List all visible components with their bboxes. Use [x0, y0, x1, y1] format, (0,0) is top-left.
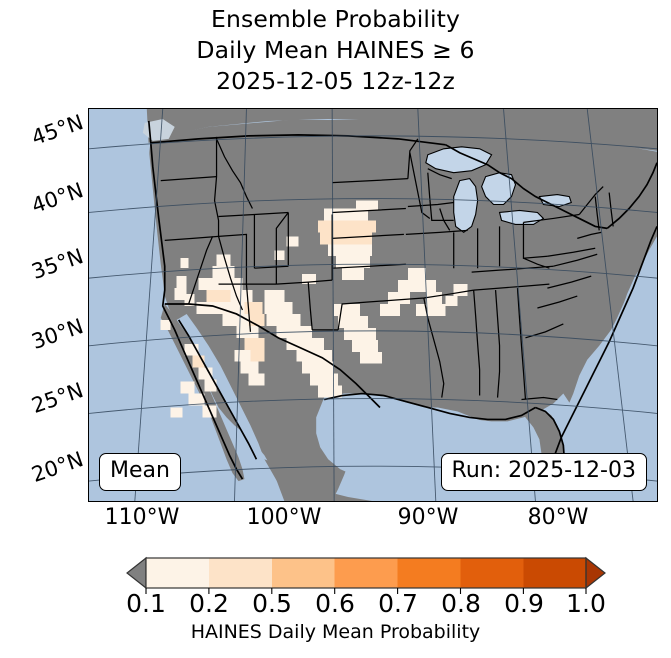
x-tick-label-110w: 110°W: [104, 505, 180, 530]
state-borders: [160, 136, 614, 401]
map-graphics: [89, 109, 657, 501]
colorbar-tick-0: 0.1: [126, 589, 166, 618]
x-tick-label-80w: 80°W: [527, 505, 589, 530]
map-panel[interactable]: Mean Run: 2025-12-03: [88, 108, 658, 502]
title-line-2: Daily Mean HAINES ≥ 6: [196, 36, 475, 64]
figure-title: Ensemble Probability Daily Mean HAINES ≥…: [0, 4, 671, 97]
colorbar-tick-4: 0.7: [378, 589, 418, 618]
x-tick-label-90w: 90°W: [397, 505, 459, 530]
colorbar-tick-7: 1.0: [566, 589, 606, 618]
colorbar-tick-2: 0.5: [252, 589, 292, 618]
colorbar-label: HAINES Daily Mean Probability: [190, 621, 481, 643]
badge-run[interactable]: Run: 2025-12-03: [440, 453, 647, 491]
graticule: [89, 109, 657, 501]
x-tick-label-100w: 100°W: [246, 505, 322, 530]
colorbar[interactable]: [126, 556, 606, 594]
y-tick-label-35n: 35°N: [28, 244, 87, 284]
colorbar-tick-labels: 0.1 0.2 0.5 0.6 0.7 0.8 0.9 1.0: [0, 589, 671, 619]
y-tick-label-30n: 30°N: [28, 314, 87, 354]
coastline-and-national-borders: [147, 120, 657, 484]
colorbar-graphics: [126, 556, 606, 594]
title-line-3: 2025-12-05 12z-12z: [216, 67, 455, 95]
colorbar-ticks: [145, 588, 587, 594]
y-tick-label-25n: 25°N: [28, 378, 87, 418]
colorbar-over-arrow: [585, 556, 606, 590]
colorbar-under-arrow: [126, 556, 147, 590]
great-lakes: [425, 146, 572, 234]
y-tick-label-40n: 40°N: [28, 178, 87, 218]
colorbar-tick-3: 0.6: [315, 589, 355, 618]
y-tick-label-45n: 45°N: [28, 110, 87, 150]
y-tick-label-20n: 20°N: [28, 447, 87, 487]
colorbar-outline: [145, 557, 587, 589]
colorbar-segments: [146, 558, 586, 588]
colorbar-tick-5: 0.8: [441, 589, 481, 618]
colorbar-tick-6: 0.9: [504, 589, 544, 618]
title-line-1: Ensemble Probability: [211, 5, 460, 33]
colorbar-tick-1: 0.2: [189, 589, 229, 618]
badge-mean[interactable]: Mean: [99, 453, 181, 491]
